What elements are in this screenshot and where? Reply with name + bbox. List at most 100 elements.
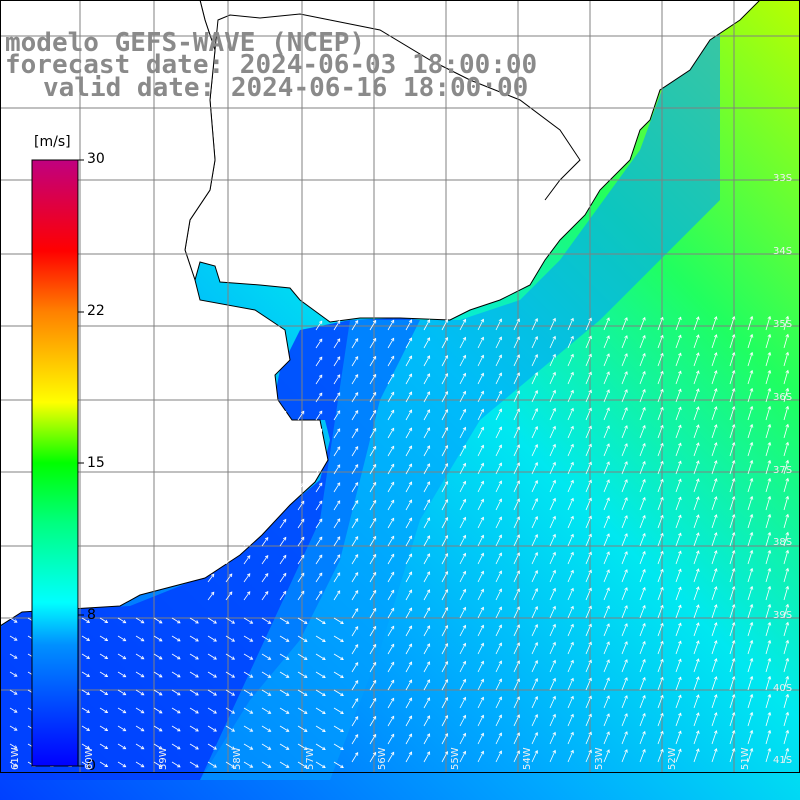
- wind-arrow: [477, 499, 484, 511]
- wind-arrow: [315, 635, 326, 642]
- wind-arrow-head: [104, 745, 109, 749]
- wind-arrow-head: [534, 317, 538, 322]
- wind-arrow: [477, 355, 484, 367]
- wind-arrow: [369, 752, 377, 763]
- wind-arrow-head: [285, 620, 290, 624]
- wind-arrow-head: [354, 716, 359, 720]
- wind-arrow-head: [264, 500, 269, 505]
- wind-arrow: [333, 392, 341, 403]
- wind-arrow: [675, 461, 682, 475]
- wind-arrow-head: [444, 337, 449, 341]
- wind-arrow-head: [642, 730, 646, 735]
- wind-arrow-head: [624, 335, 628, 339]
- wind-arrow: [603, 371, 610, 385]
- wind-arrow: [549, 372, 556, 385]
- wind-arrow: [549, 390, 556, 403]
- wind-arrow: [783, 550, 789, 565]
- wind-arrow: [603, 407, 610, 421]
- wind-arrow-head: [642, 424, 646, 429]
- wind-arrow: [765, 694, 771, 709]
- wind-arrow: [117, 671, 126, 678]
- wind-arrow: [459, 499, 466, 511]
- wind-arrow: [297, 573, 305, 583]
- wind-arrow: [783, 604, 789, 619]
- wind-arrow: [315, 410, 323, 421]
- wind-arrow-head: [695, 604, 700, 608]
- wind-arrow-head: [390, 661, 395, 666]
- wind-arrow-head: [498, 516, 502, 521]
- wind-arrow-head: [642, 604, 646, 609]
- wind-arrow-head: [534, 659, 538, 664]
- wind-arrow-head: [122, 727, 127, 732]
- wind-arrow: [369, 590, 377, 601]
- wind-arrow: [351, 518, 359, 529]
- wind-arrow-head: [140, 619, 145, 624]
- wind-arrow: [81, 689, 90, 695]
- wind-arrow-head: [624, 731, 628, 735]
- wind-arrow: [351, 716, 359, 727]
- wind-arrow-head: [231, 638, 236, 642]
- wind-arrow: [279, 519, 287, 529]
- wind-arrow: [747, 514, 753, 529]
- wind-arrow: [747, 550, 753, 565]
- wind-arrow: [621, 425, 628, 439]
- wind-arrow-head: [354, 410, 359, 414]
- wind-arrow-head: [322, 674, 326, 679]
- wind-arrow-head: [426, 391, 431, 395]
- wind-arrow-head: [300, 572, 305, 577]
- wind-arrow: [675, 749, 682, 763]
- wind-arrow: [675, 713, 682, 727]
- wind-arrow-head: [516, 732, 520, 736]
- wind-arrow: [369, 518, 377, 529]
- wind-arrow-head: [426, 697, 431, 701]
- wind-arrow: [243, 761, 253, 768]
- wind-arrow-head: [303, 728, 308, 732]
- wind-arrow-head: [426, 553, 431, 557]
- wind-arrow: [279, 617, 290, 624]
- wind-arrow-head: [372, 463, 377, 468]
- wind-arrow-head: [606, 407, 610, 411]
- wind-arrow-head: [340, 692, 344, 696]
- wind-arrow-head: [570, 569, 574, 574]
- wind-arrow-head: [354, 662, 359, 666]
- wind-arrow: [477, 391, 484, 403]
- wind-arrow: [171, 617, 181, 624]
- wind-arrow-head: [695, 406, 700, 410]
- wind-arrow: [459, 535, 466, 547]
- wind-arrow-head: [516, 696, 520, 700]
- wind-arrow-head: [318, 356, 323, 361]
- wind-arrow-head: [570, 371, 574, 376]
- wind-arrow: [297, 671, 308, 678]
- wind-arrow: [657, 353, 664, 367]
- wind-arrow: [315, 671, 326, 678]
- wind-arrow-head: [678, 694, 682, 699]
- wind-arrow-head: [336, 554, 341, 558]
- wind-arrow-head: [534, 749, 538, 754]
- wind-arrow-head: [249, 692, 254, 696]
- wind-arrow-head: [767, 603, 772, 608]
- wind-arrow: [549, 642, 556, 655]
- wind-arrow-head: [785, 729, 790, 734]
- wind-arrow-head: [13, 655, 18, 659]
- wind-arrow: [225, 761, 235, 768]
- wind-arrow-head: [713, 442, 718, 446]
- wind-arrow-head: [285, 710, 290, 714]
- wind-arrow-head: [390, 445, 395, 450]
- wind-arrow: [243, 671, 253, 678]
- wind-arrow-head: [570, 443, 574, 448]
- wind-arrow: [639, 749, 646, 763]
- wind-arrow: [585, 534, 592, 547]
- wind-arrow-head: [606, 713, 610, 717]
- wind-arrow-head: [390, 625, 395, 630]
- wind-arrow: [693, 604, 699, 619]
- wind-arrow-head: [498, 570, 502, 575]
- wind-arrow-head: [695, 550, 700, 554]
- wind-arrow-head: [318, 554, 323, 559]
- wind-arrow: [639, 461, 646, 475]
- wind-arrow: [405, 733, 412, 745]
- wind-arrow-head: [390, 553, 395, 558]
- wind-arrow-head: [516, 372, 520, 376]
- wind-arrow-head: [86, 673, 91, 677]
- wind-arrow-head: [444, 751, 449, 755]
- wind-arrow: [477, 661, 484, 673]
